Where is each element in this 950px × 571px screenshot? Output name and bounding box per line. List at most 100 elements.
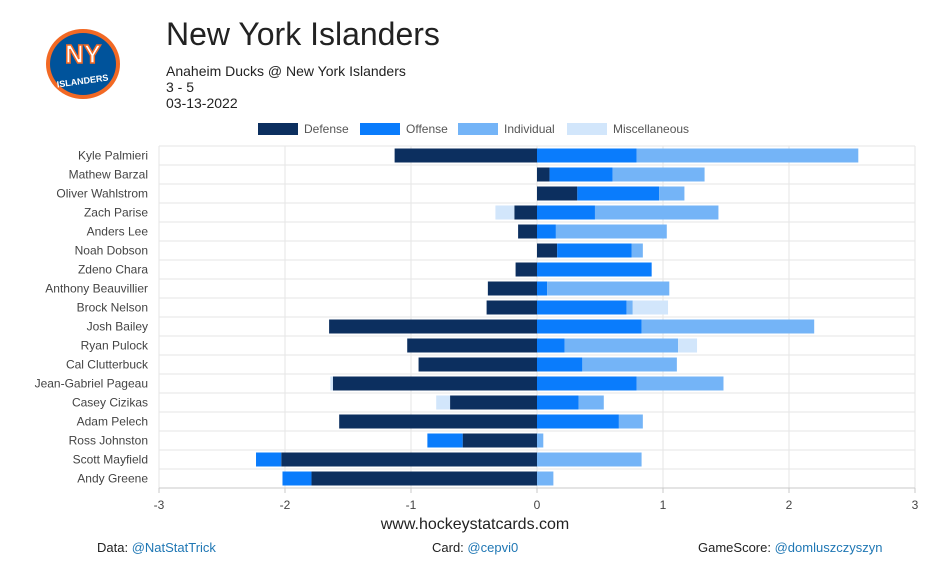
bar-individual	[631, 243, 643, 258]
bar-offense	[537, 395, 579, 410]
bar-offense	[549, 167, 613, 182]
player-label: Zdeno Chara	[78, 263, 148, 277]
gamescore-bar-chart: Kyle Palmieri Mathew Barzal Oliver Wahlstr…	[35, 145, 919, 512]
legend-label: Individual	[504, 122, 555, 136]
bar-defense	[332, 376, 537, 391]
legend-label: Defense	[304, 122, 349, 136]
bar-offense	[427, 433, 463, 448]
player-label: Oliver Wahlstrom	[56, 187, 148, 201]
bar-offense	[282, 471, 312, 486]
bar-defense	[407, 338, 537, 353]
bar-offense	[577, 186, 660, 201]
bar-defense	[537, 243, 558, 258]
bar-offense	[537, 357, 583, 372]
bar-defense	[311, 471, 537, 486]
bar-offense	[537, 205, 595, 220]
bar-individual	[537, 452, 642, 467]
credit-card: Card: @cepvi0	[432, 540, 518, 555]
player-label: Casey Cizikas	[72, 396, 148, 410]
bar-defense	[281, 452, 537, 467]
bar-offense	[537, 148, 637, 163]
player-label: Brock Nelson	[77, 301, 148, 315]
bar-individual	[618, 414, 643, 429]
player-label: Scott Mayfield	[73, 453, 148, 467]
legend-swatch	[458, 123, 498, 135]
bar-individual	[594, 205, 719, 220]
page-title: New York Islanders	[166, 16, 440, 52]
player-label: Ross Johnston	[69, 434, 148, 448]
bar-defense	[329, 319, 537, 334]
bar-individual	[626, 300, 633, 315]
credit-data-label: Data:	[97, 540, 132, 555]
credit-gamescore: GameScore: @domluszczyszyn	[698, 540, 882, 555]
bar-defense	[537, 186, 578, 201]
bar-individual	[612, 167, 705, 182]
bar-defense	[537, 167, 550, 182]
player-label: Josh Bailey	[87, 320, 148, 334]
bar-individual	[547, 281, 670, 296]
bar-individual	[641, 319, 815, 334]
bar-offense	[557, 243, 632, 258]
bar-miscellaneous	[330, 376, 333, 391]
chart-legend: Defense Offense Individual Miscellaneous	[0, 122, 950, 138]
bar-individual	[555, 224, 667, 239]
legend-label: Miscellaneous	[613, 122, 690, 136]
bar-individual	[659, 186, 685, 201]
bar-individual	[537, 471, 554, 486]
x-tick-label: 1	[660, 498, 667, 512]
bar-miscellaneous	[436, 395, 451, 410]
credit-card-label: Card:	[432, 540, 468, 555]
credit-card-link[interactable]: @cepvi0	[467, 540, 519, 555]
x-tick-label: -2	[280, 498, 291, 512]
player-label: Zach Parise	[84, 206, 148, 220]
bar-miscellaneous	[495, 205, 515, 220]
credit-data: Data: @NatStatTrick	[97, 540, 216, 555]
player-label: Noah Dobson	[75, 244, 148, 258]
game-date: 03-13-2022	[166, 95, 238, 111]
bar-individual	[636, 148, 859, 163]
credit-data-link[interactable]: @NatStatTrick	[131, 540, 216, 555]
bar-individual	[564, 338, 679, 353]
player-label: Cal Clutterbuck	[66, 358, 149, 372]
bar-offense	[537, 262, 652, 277]
bar-miscellaneous	[632, 300, 669, 315]
legend-swatch	[360, 123, 400, 135]
player-label: Adam Pelech	[77, 415, 148, 429]
bar-individual	[636, 376, 724, 391]
bar-defense	[515, 262, 537, 277]
x-tick-label: 0	[534, 498, 541, 512]
bar-offense	[537, 338, 565, 353]
player-label: Jean-Gabriel Pageau	[35, 377, 148, 391]
bar-individual	[582, 357, 677, 372]
player-label: Anthony Beauvillier	[45, 282, 148, 296]
bar-miscellaneous	[678, 338, 698, 353]
x-tick-label: 2	[786, 498, 793, 512]
game-matchup: Anaheim Ducks @ New York Islanders	[166, 63, 406, 79]
bar-defense	[418, 357, 537, 372]
bar-offense	[537, 376, 637, 391]
bar-offense	[537, 300, 627, 315]
game-score: 3 - 5	[166, 79, 195, 95]
bar-defense	[394, 148, 537, 163]
player-label: Mathew Barzal	[69, 168, 148, 182]
x-tick-label: 3	[912, 498, 919, 512]
legend-swatch	[567, 123, 607, 135]
bar-offense	[537, 414, 619, 429]
player-label: Anders Lee	[87, 225, 149, 239]
legend-swatch	[258, 123, 298, 135]
bar-defense	[450, 395, 537, 410]
islanders-logo: NY ISLANDERS	[46, 29, 120, 99]
bar-defense	[339, 414, 537, 429]
credit-gamescore-label: GameScore:	[698, 540, 775, 555]
bar-defense	[486, 300, 537, 315]
logo-ny-text: NY	[65, 39, 101, 69]
bar-defense	[514, 205, 537, 220]
player-label: Andy Greene	[77, 472, 148, 486]
bar-individual	[578, 395, 604, 410]
credit-gamescore-link[interactable]: @domluszczyszyn	[774, 540, 883, 555]
footer-site: www.hockeystatcards.com	[380, 516, 570, 533]
player-label: Ryan Pulock	[81, 339, 149, 353]
player-label: Kyle Palmieri	[78, 149, 148, 163]
bar-offense	[537, 281, 548, 296]
bar-defense	[462, 433, 537, 448]
